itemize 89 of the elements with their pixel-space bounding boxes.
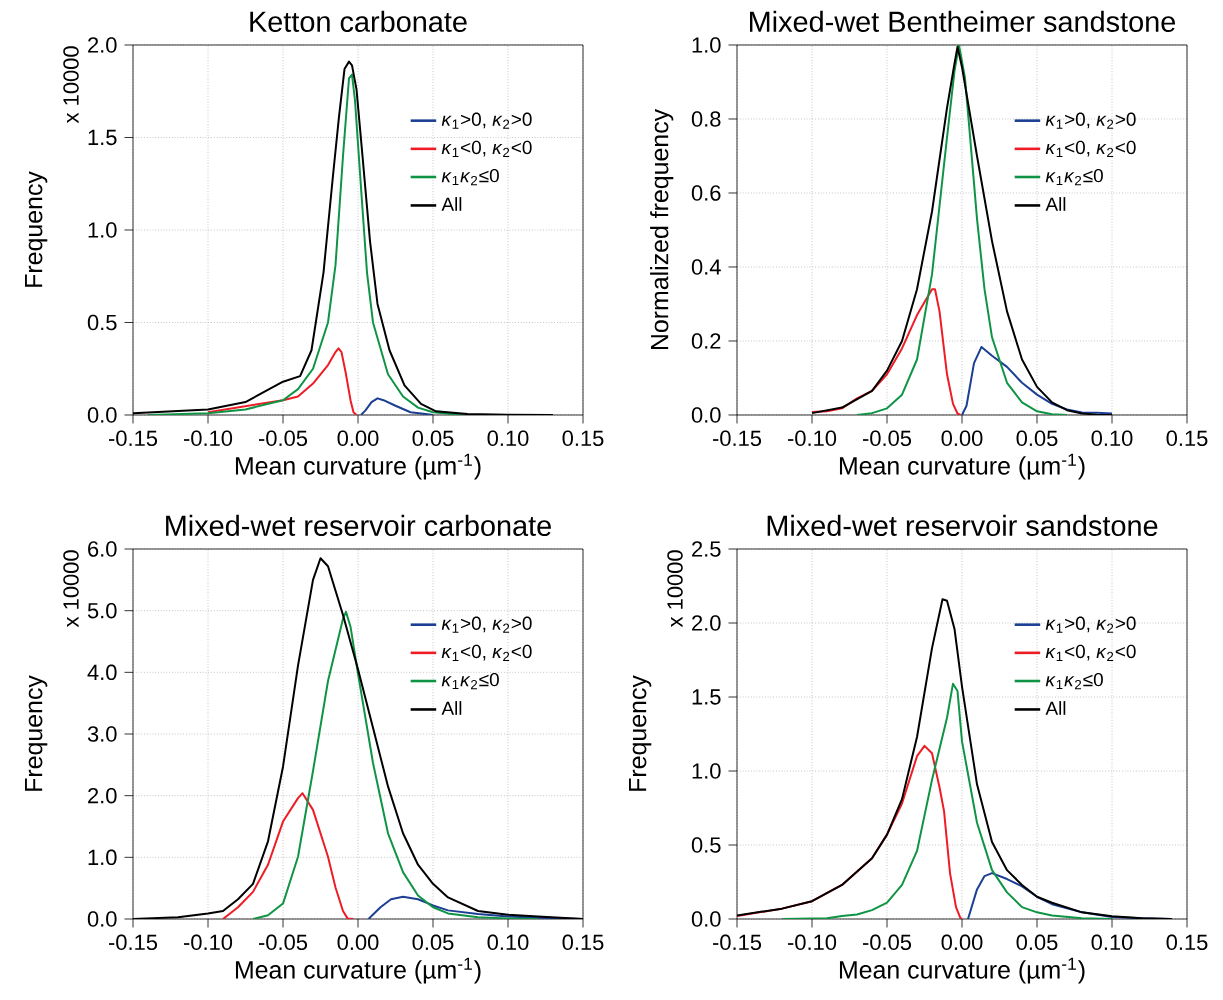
y-tick-label: 0.5: [691, 837, 721, 853]
legend-label: All: [441, 701, 462, 715]
chart-title: Mixed-wet Bentheimer sandstone: [749, 10, 1176, 32]
x-tick-label: -0.10: [183, 430, 233, 447]
y-tick-label: 2.5: [692, 541, 721, 557]
x-tick-label: -0.15: [108, 430, 158, 447]
legend-label: All: [1045, 701, 1066, 715]
legend-label: κ$_{1}$<0, κ$_{2}$<0: [1045, 644, 1136, 662]
x-tick-label: 0.10: [1091, 430, 1133, 447]
y-tick-label: 0.8: [691, 111, 721, 127]
x-axis-title: Mean curvature (µm$^{-1}$): [839, 453, 1085, 480]
y-tick-label: 5.0: [87, 602, 117, 619]
y-axis-title: Normalized frequency: [650, 108, 674, 350]
y-tick-label: 0.0: [691, 911, 721, 927]
chart-title: Ketton carbonate: [250, 10, 467, 32]
x-tick-label: 0.05: [1016, 430, 1058, 447]
y-tick-label: 0.0: [87, 911, 117, 927]
x-tick-label: -0.10: [183, 934, 233, 951]
x-tick-label: 0.10: [1091, 934, 1133, 951]
x-tick-label: 0.10: [487, 934, 529, 951]
y-tick-label: 0.0: [691, 407, 721, 423]
line-series: [360, 397, 434, 415]
legend-label: All: [1045, 197, 1066, 211]
x-tick-label: 0.00: [337, 934, 379, 951]
y-tick-label: 0.4: [691, 259, 721, 275]
legend-label: κ$_{1}$>0, κ$_{2}$>0: [441, 616, 532, 633]
legend-label: All: [441, 197, 462, 211]
y-tick-label: 0.0: [87, 407, 117, 423]
y-tick-label: 1.0: [692, 37, 721, 53]
legend-label: κ$_{1}$<0, κ$_{2}$<0: [441, 140, 532, 158]
x-tick-label: 0.15: [562, 934, 604, 951]
x-tick-label: 0.15: [1166, 430, 1208, 447]
legend-label: κ$_{1}$κ$_{2}$≤0: [441, 672, 499, 690]
x-tick-label: -0.10: [788, 934, 837, 951]
y-axis-title: Frequency: [25, 171, 48, 287]
y-tick-label: 2.0: [88, 787, 117, 804]
line-series: [252, 610, 539, 919]
x-axis-title: Mean curvature (µm$^{-1}$): [235, 453, 481, 480]
legend-label: κ$_{1}$>0, κ$_{2}$>0: [441, 112, 532, 129]
legend-label: κ$_{1}$κ$_{2}$≤0: [1045, 168, 1103, 186]
y-tick-label: 2.0: [692, 615, 721, 631]
y-axis-title: Frequency: [25, 675, 48, 791]
x-tick-label: 0.05: [412, 430, 454, 447]
text: x 10000: [63, 46, 79, 124]
x-tick-label: 0.05: [1016, 934, 1058, 951]
legend-label: κ$_{1}$>0, κ$_{2}$>0: [1045, 112, 1136, 129]
y-tick-label: 2.0: [88, 37, 117, 53]
legend-label: κ$_{1}$<0, κ$_{2}$<0: [1045, 140, 1136, 158]
x-tick-label: 0.15: [562, 430, 604, 447]
y-tick-label: 3.0: [87, 726, 117, 742]
line-series: [207, 347, 358, 415]
y-axis-title: Frequency: [629, 675, 652, 791]
x-tick-label: -0.05: [258, 430, 308, 447]
y-tick-label: 0.2: [691, 333, 721, 349]
x-tick-label: -0.15: [713, 430, 762, 447]
x-tick-label: -0.05: [258, 934, 308, 951]
x-tick-label: 0.05: [412, 934, 454, 951]
y-tick-label: 0.5: [87, 314, 117, 331]
line-series: [811, 288, 962, 415]
y-tick-label: 1.0: [88, 849, 117, 866]
chart-title: Mixed-wet reservoir sandstone: [767, 514, 1158, 536]
x-tick-label: -0.15: [108, 934, 158, 951]
x-tick-label: 0.15: [1166, 934, 1208, 951]
text: x 10000: [63, 550, 79, 628]
x-tick-label: -0.05: [863, 934, 912, 951]
x-tick-label: 0.10: [487, 430, 529, 447]
y-tick-label: 1.0: [692, 763, 721, 779]
y-tick-label: 0.6: [691, 185, 721, 201]
line-series: [961, 345, 1114, 415]
x-axis-title: Mean curvature (µm$^{-1}$): [839, 957, 1085, 984]
legend-label: κ$_{1}$<0, κ$_{2}$<0: [441, 644, 532, 662]
y-tick-label: 4.0: [87, 664, 117, 681]
y-tick-label: 1.5: [692, 689, 721, 705]
legend-label: κ$_{1}$κ$_{2}$≤0: [1045, 672, 1103, 690]
x-tick-label: -0.05: [863, 430, 912, 447]
x-tick-label: -0.10: [788, 430, 837, 447]
y-tick-label: 1.0: [88, 222, 117, 238]
chart-title: Mixed-wet reservoir carbonate: [166, 514, 551, 537]
x-tick-label: 0.00: [941, 430, 983, 447]
text: x 10000: [667, 550, 683, 628]
line-series: [222, 792, 355, 919]
y-tick-label: 6.0: [88, 541, 117, 557]
x-tick-label: 0.00: [941, 934, 983, 951]
legend-label: κ$_{1}$>0, κ$_{2}$>0: [1045, 616, 1136, 633]
x-tick-label: -0.15: [713, 934, 762, 951]
legend-label: κ$_{1}$κ$_{2}$≤0: [441, 168, 499, 186]
x-tick-label: 0.00: [337, 430, 379, 447]
x-axis-title: Mean curvature (µm$^{-1}$): [235, 957, 481, 984]
y-tick-label: 1.5: [88, 129, 117, 146]
